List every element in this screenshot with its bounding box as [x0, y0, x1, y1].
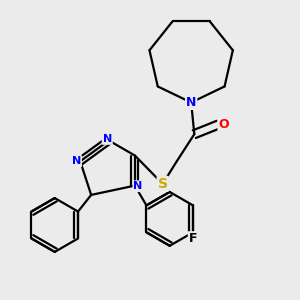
Text: F: F — [189, 232, 197, 245]
Text: O: O — [218, 118, 229, 131]
Text: N: N — [186, 96, 196, 109]
Text: N: N — [134, 181, 143, 191]
Text: S: S — [158, 177, 168, 191]
Text: N: N — [103, 134, 112, 144]
Text: N: N — [72, 156, 81, 166]
